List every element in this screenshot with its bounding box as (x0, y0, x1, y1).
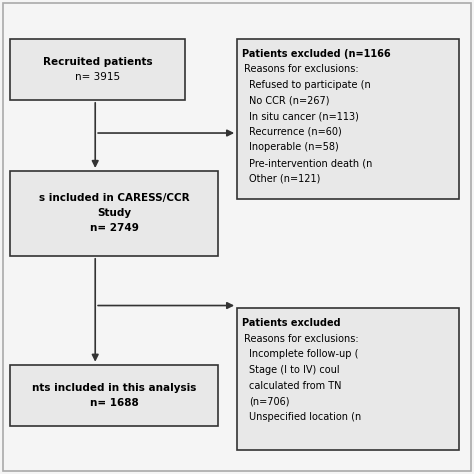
Text: Inoperable (n=58): Inoperable (n=58) (249, 143, 338, 153)
Text: Pre-intervention death (n: Pre-intervention death (n (249, 158, 372, 168)
FancyBboxPatch shape (10, 38, 185, 100)
FancyBboxPatch shape (237, 38, 459, 199)
Text: Recruited patients: Recruited patients (43, 57, 153, 67)
Text: Patients excluded (n=1166: Patients excluded (n=1166 (242, 49, 391, 59)
Text: Other (n=121): Other (n=121) (249, 173, 320, 183)
Text: (n=706): (n=706) (249, 396, 289, 406)
FancyBboxPatch shape (237, 308, 459, 450)
Text: n= 3915: n= 3915 (75, 72, 120, 82)
Text: Unspecified location (n: Unspecified location (n (249, 412, 361, 422)
Text: Patients excluded: Patients excluded (242, 318, 340, 328)
Text: Reasons for exclusions:: Reasons for exclusions: (244, 334, 359, 344)
Text: nts included in this analysis: nts included in this analysis (32, 383, 196, 393)
FancyBboxPatch shape (10, 365, 218, 426)
Text: Reasons for exclusions:: Reasons for exclusions: (244, 64, 359, 74)
Text: No CCR (n=267): No CCR (n=267) (249, 96, 329, 106)
Text: Incomplete follow-up (: Incomplete follow-up ( (249, 349, 358, 359)
FancyBboxPatch shape (10, 171, 218, 256)
Text: calculated from TN: calculated from TN (249, 381, 341, 391)
Text: Recurrence (n=60): Recurrence (n=60) (249, 127, 342, 137)
Text: Stage (I to IV) coul: Stage (I to IV) coul (249, 365, 339, 375)
Text: In situ cancer (n=113): In situ cancer (n=113) (249, 111, 359, 121)
Text: Study: Study (97, 209, 131, 219)
Text: s included in CARESS/CCR: s included in CARESS/CCR (39, 193, 190, 203)
Text: Refused to participate (n: Refused to participate (n (249, 80, 371, 90)
Text: n= 2749: n= 2749 (90, 224, 138, 234)
Text: n= 1688: n= 1688 (90, 398, 138, 408)
